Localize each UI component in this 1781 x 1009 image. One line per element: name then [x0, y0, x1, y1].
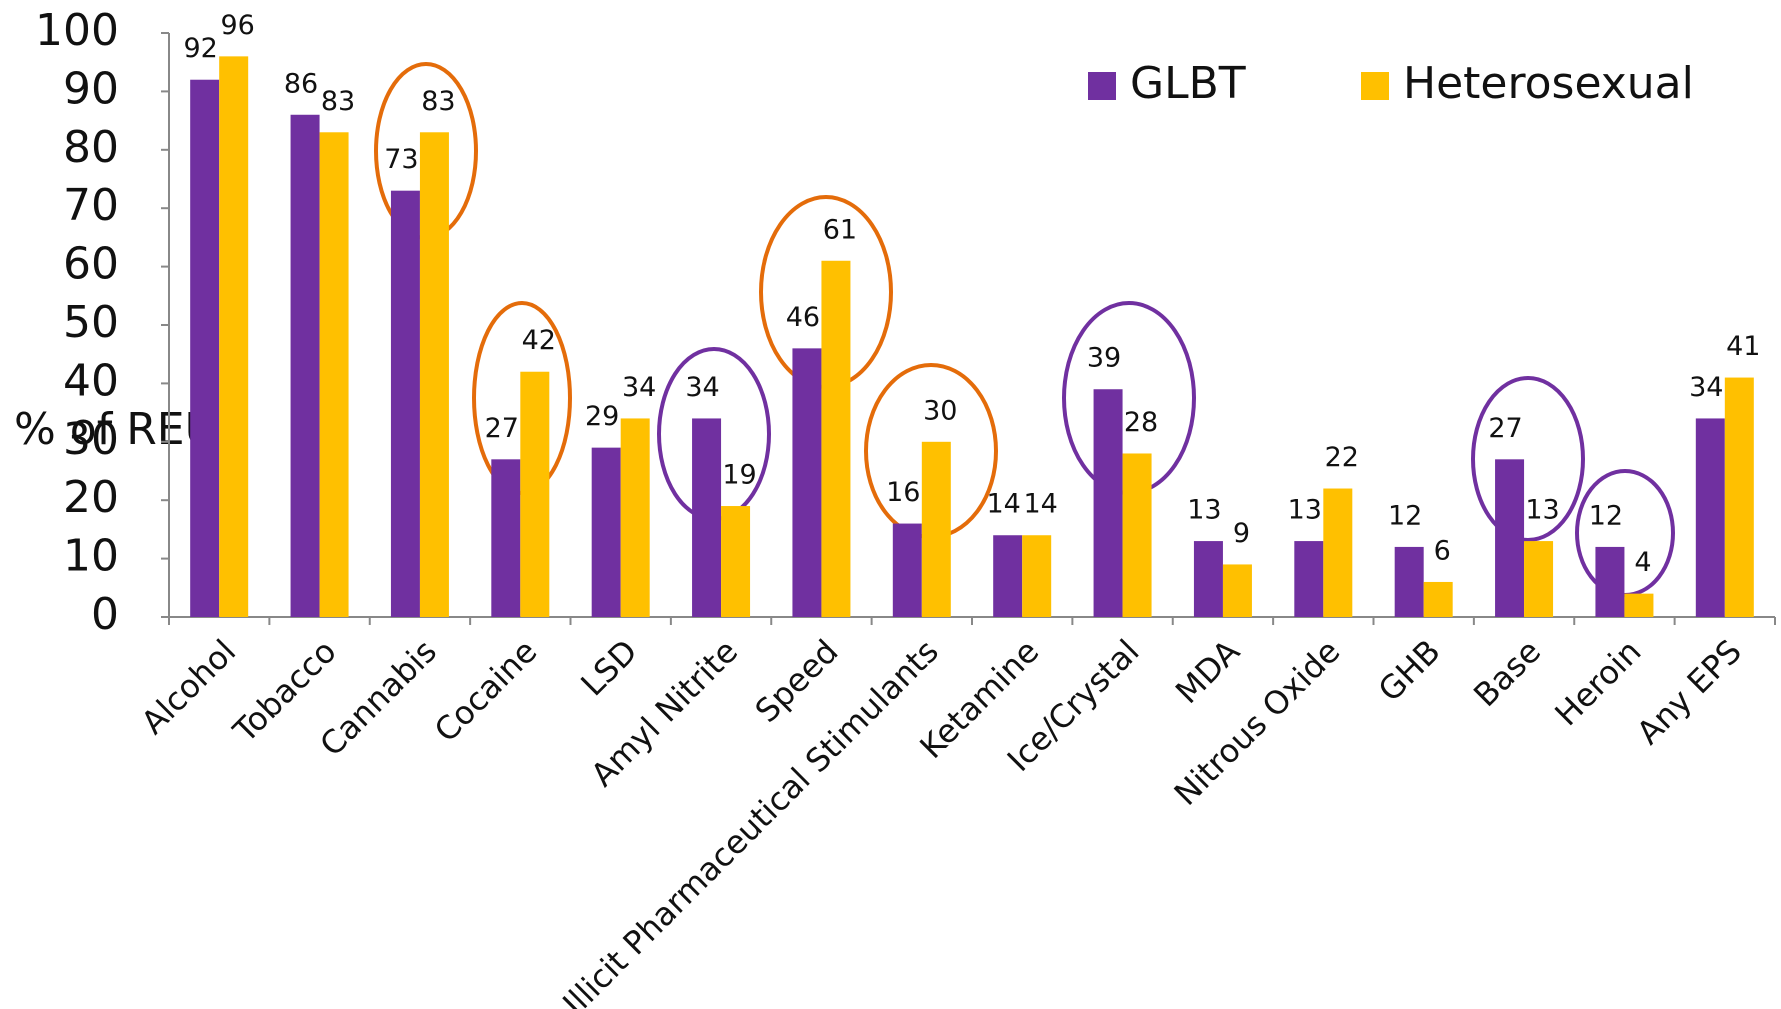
value-label: 34 [685, 372, 719, 403]
y-tick-label: 0 [91, 589, 119, 640]
value-label: 12 [1388, 500, 1422, 531]
value-label: 73 [384, 144, 418, 175]
y-tick-label: 60 [63, 239, 119, 290]
bar [792, 348, 822, 617]
value-label: 34 [1689, 372, 1723, 403]
bar [1524, 541, 1554, 617]
legend-label: Heterosexual [1403, 58, 1694, 109]
x-tick-label: MDA [1168, 632, 1247, 711]
bar [692, 418, 722, 617]
bar [190, 79, 220, 618]
x-tick-label: Cocaine [427, 632, 544, 749]
bar [1495, 459, 1525, 617]
value-label: 46 [786, 302, 820, 333]
legend-label: GLBT [1130, 58, 1246, 109]
bar [1193, 541, 1223, 617]
x-tick-label: Any EPS [1629, 632, 1749, 752]
bar [591, 447, 621, 617]
bar [1294, 541, 1324, 617]
bar [1093, 389, 1123, 617]
x-tick-label: Base [1466, 632, 1548, 714]
x-tick-label: LSD [573, 632, 644, 703]
bar [319, 132, 349, 617]
bar [1222, 564, 1252, 617]
bar [419, 132, 449, 617]
y-tick-label: 80 [63, 122, 119, 173]
y-tick-label: 50 [63, 297, 119, 348]
bar [1595, 546, 1625, 617]
value-label: 29 [585, 401, 619, 432]
value-label: 6 [1434, 535, 1451, 566]
bar [620, 418, 650, 617]
value-label: 42 [522, 325, 556, 356]
bar [892, 523, 922, 617]
value-label: 86 [284, 68, 318, 99]
bar [1022, 535, 1052, 617]
bar [993, 535, 1023, 617]
bar [491, 459, 521, 617]
x-tick-label: GHB [1371, 632, 1448, 709]
value-label: 61 [823, 214, 857, 245]
x-tick-label: Speed [748, 632, 846, 730]
value-label: 27 [1488, 413, 1522, 444]
value-label: 30 [923, 395, 957, 426]
bar [390, 190, 420, 617]
bar [1695, 418, 1725, 617]
y-tick-label: 10 [63, 531, 119, 582]
value-label: 13 [1525, 495, 1559, 526]
y-tick-label: 30 [63, 414, 119, 465]
value-label: 12 [1589, 500, 1623, 531]
highlight-ring [1471, 376, 1585, 542]
x-tick-label: Heroin [1547, 632, 1648, 733]
bar [1724, 377, 1754, 617]
value-label: 14 [1024, 489, 1058, 520]
bar [821, 260, 851, 617]
value-label: 13 [1187, 495, 1221, 526]
bar [1624, 593, 1654, 617]
value-label: 16 [886, 477, 920, 508]
y-tick-label: 20 [63, 472, 119, 523]
value-label: 19 [722, 460, 756, 491]
value-label: 34 [622, 372, 656, 403]
value-label: 96 [221, 10, 255, 41]
legend-swatch [1088, 72, 1116, 100]
value-label: 14 [987, 489, 1021, 520]
y-tick-label: 90 [63, 63, 119, 114]
value-label: 41 [1726, 331, 1760, 362]
y-tick-label: 70 [63, 180, 119, 231]
value-label: 83 [421, 86, 455, 117]
bar [1423, 581, 1453, 617]
value-label: 83 [321, 86, 355, 117]
bar [1122, 453, 1152, 617]
value-label: 92 [184, 33, 218, 64]
bar [721, 506, 751, 617]
bar [1394, 546, 1424, 617]
value-label: 27 [485, 413, 519, 444]
value-label: 22 [1325, 442, 1359, 473]
bar [290, 114, 320, 617]
bar [219, 56, 249, 618]
bar [520, 371, 550, 617]
bar [921, 441, 951, 617]
value-label: 4 [1634, 547, 1651, 578]
value-label: 39 [1087, 343, 1121, 374]
y-tick-label: 40 [63, 355, 119, 406]
bar [1323, 488, 1353, 617]
value-label: 9 [1233, 518, 1250, 549]
highlight-ring [1575, 469, 1675, 597]
value-label: 28 [1124, 407, 1158, 438]
legend-swatch [1361, 72, 1389, 100]
y-axis-label: % of REU [14, 404, 217, 455]
y-tick-label: 100 [35, 5, 119, 56]
value-label: 13 [1288, 495, 1322, 526]
